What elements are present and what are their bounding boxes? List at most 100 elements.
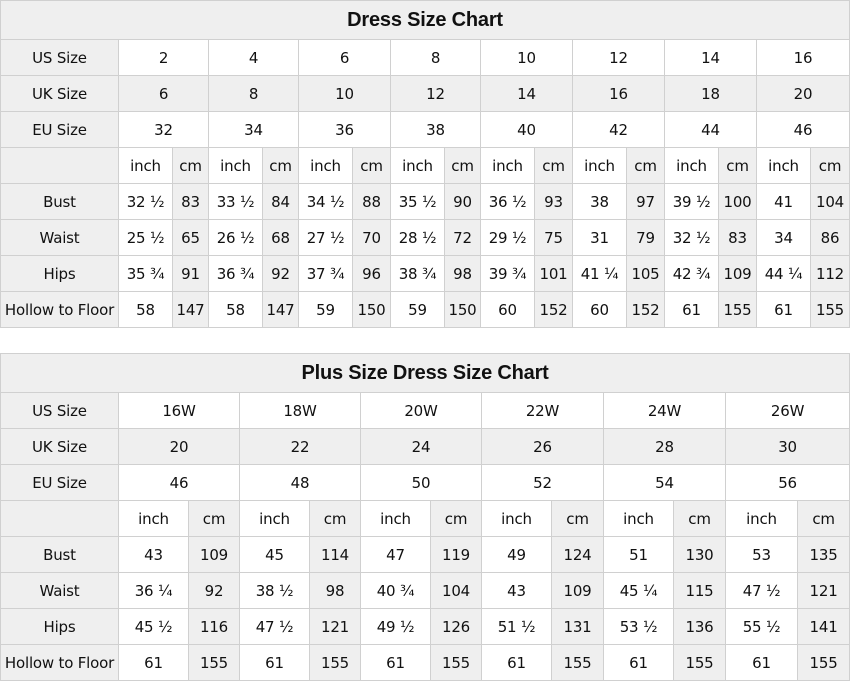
us-size-row: US Size 2 4 6 8 10 12 14 16	[0, 39, 851, 76]
unit-cm-header: cm	[809, 147, 851, 184]
unit-inch-header: inch	[390, 147, 445, 184]
unit-cm-header: cm	[534, 147, 573, 184]
cm-value-cell: 97	[626, 183, 665, 220]
cm-value-cell: 155	[188, 644, 240, 681]
row-label: Hollow to Floor	[0, 644, 119, 681]
inch-value-cell: 51 ½	[481, 608, 552, 645]
cm-value-cell: 109	[551, 572, 604, 609]
size-cell: 26W	[724, 392, 851, 429]
cm-value-cell: 104	[809, 183, 851, 220]
unit-cm-header: cm	[430, 500, 482, 537]
row-label: Bust	[0, 183, 119, 220]
measurement-row: Hollow to Floor 61 155 61 155 61 155 61 155 61 155…	[0, 644, 851, 681]
unit-inch-header: inch	[239, 500, 310, 537]
inch-value-cell: 31	[572, 219, 627, 256]
inch-value-cell: 61	[756, 291, 811, 328]
cm-value-cell: 155	[430, 644, 482, 681]
unit-cm-header: cm	[551, 500, 604, 537]
inch-value-cell: 61	[239, 644, 310, 681]
cm-value-cell: 121	[796, 572, 851, 609]
size-cell: 6	[118, 75, 209, 112]
cm-value-cell: 104	[430, 572, 482, 609]
cm-value-cell: 147	[262, 291, 299, 328]
inch-value-cell: 42 ¾	[664, 255, 719, 292]
cm-value-cell: 68	[262, 219, 299, 256]
inch-value-cell: 38 ¾	[390, 255, 445, 292]
measurement-row: Waist 36 ¼ 92 38 ½ 98 40 ¾ 104 43 109 45 ¼ 115 47 ½…	[0, 572, 851, 609]
cm-value-cell: 98	[309, 572, 361, 609]
size-cell: 16W	[118, 392, 240, 429]
inch-value-cell: 49	[481, 536, 552, 573]
size-cell: 56	[724, 464, 851, 501]
size-cell: 54	[603, 464, 726, 501]
unit-inch-header: inch	[603, 500, 674, 537]
cm-value-cell: 92	[188, 572, 240, 609]
size-cell: 34	[208, 111, 299, 148]
size-cell: 28	[603, 428, 726, 465]
size-cell: 30	[724, 428, 851, 465]
unit-inch-header: inch	[481, 500, 552, 537]
cm-value-cell: 155	[551, 644, 604, 681]
size-cell: 20	[118, 428, 240, 465]
inch-value-cell: 60	[480, 291, 535, 328]
size-cell: 32	[118, 111, 209, 148]
size-cell: 10	[298, 75, 391, 112]
measurement-row: Waist 25 ½ 65 26 ½ 68 27 ½ 70 28 ½ 72 29 ½ 75 31 79 3…	[0, 219, 851, 256]
inch-value-cell: 61	[360, 644, 431, 681]
size-cell: 24W	[603, 392, 726, 429]
row-label: EU Size	[0, 111, 119, 148]
inch-value-cell: 43	[118, 536, 189, 573]
cm-value-cell: 98	[444, 255, 481, 292]
inch-value-cell: 40 ¾	[360, 572, 431, 609]
unit-inch-header: inch	[360, 500, 431, 537]
size-cell: 42	[572, 111, 665, 148]
size-cell: 46	[755, 111, 851, 148]
unit-cm-header: cm	[626, 147, 665, 184]
row-label: Waist	[0, 572, 119, 609]
size-cell: 26	[481, 428, 604, 465]
inch-value-cell: 32 ½	[664, 219, 719, 256]
inch-value-cell: 35 ½	[390, 183, 445, 220]
size-cell: 16	[572, 75, 665, 112]
row-label: Bust	[0, 536, 119, 573]
cm-value-cell: 86	[809, 219, 851, 256]
inch-value-cell: 41	[756, 183, 811, 220]
size-cell: 22W	[481, 392, 604, 429]
measurement-row: Hollow to Floor 58 147 58 147 59 150 59 150 60 152…	[0, 291, 851, 328]
cm-value-cell: 155	[796, 644, 851, 681]
measurement-row: Bust 32 ½ 83 33 ½ 84 34 ½ 88 35 ½ 90 36 ½ 93 38 97 39…	[0, 183, 851, 220]
cm-value-cell: 115	[673, 572, 726, 609]
inch-value-cell: 61	[725, 644, 798, 681]
cm-value-cell: 92	[262, 255, 299, 292]
cm-value-cell: 93	[534, 183, 573, 220]
size-cell: 16	[755, 39, 851, 76]
cm-value-cell: 90	[444, 183, 481, 220]
unit-inch-header: inch	[298, 147, 353, 184]
uk-size-row: UK Size 20 22 24 26 28 30	[0, 428, 851, 465]
inch-value-cell: 32 ½	[118, 183, 173, 220]
unit-cm-header: cm	[309, 500, 361, 537]
size-cell: 24	[360, 428, 482, 465]
size-cell: 2	[118, 39, 209, 76]
row-label: UK Size	[0, 428, 119, 465]
size-cell: 8	[390, 39, 481, 76]
cm-value-cell: 116	[188, 608, 240, 645]
inch-value-cell: 59	[298, 291, 353, 328]
size-cell: 18W	[239, 392, 361, 429]
size-cell: 46	[118, 464, 240, 501]
unit-cm-header: cm	[718, 147, 757, 184]
inch-value-cell: 34 ½	[298, 183, 353, 220]
cm-value-cell: 135	[796, 536, 851, 573]
cm-value-cell: 112	[809, 255, 851, 292]
inch-value-cell: 53	[725, 536, 798, 573]
cm-value-cell: 65	[172, 219, 209, 256]
row-label: UK Size	[0, 75, 119, 112]
cm-value-cell: 119	[430, 536, 482, 573]
cm-value-cell: 136	[673, 608, 726, 645]
chart-title: Dress Size Chart	[0, 0, 851, 40]
cm-value-cell: 96	[352, 255, 391, 292]
size-cell: 12	[572, 39, 665, 76]
inch-value-cell: 29 ½	[480, 219, 535, 256]
cm-value-cell: 72	[444, 219, 481, 256]
inch-value-cell: 51	[603, 536, 674, 573]
